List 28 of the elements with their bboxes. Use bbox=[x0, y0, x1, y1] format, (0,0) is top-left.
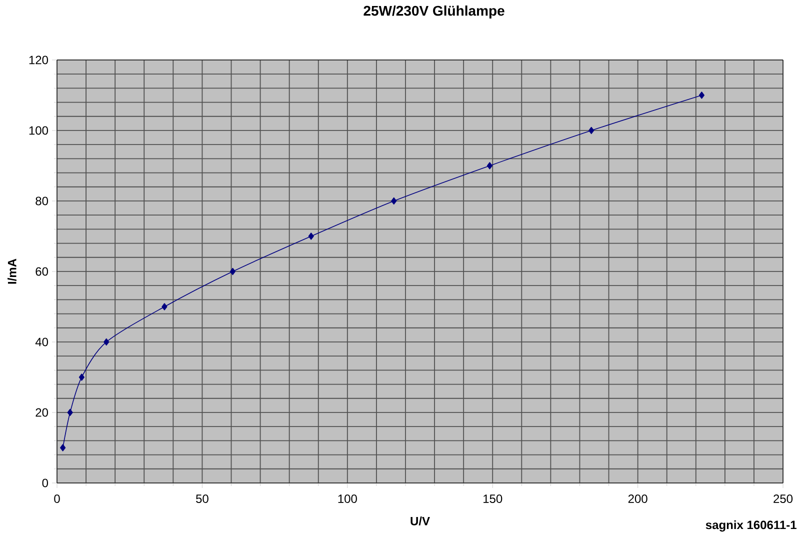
x-tick-label: 100 bbox=[338, 494, 357, 504]
x-tick-label: 50 bbox=[196, 494, 208, 504]
y-tick-label: 80 bbox=[36, 196, 48, 206]
y-tick-label: 120 bbox=[29, 56, 48, 64]
x-axis-title: U/V bbox=[410, 516, 430, 526]
point bbox=[104, 338, 110, 346]
text: sagnix 160611-1 bbox=[706, 520, 796, 532]
point bbox=[308, 232, 314, 240]
x-tick-label: 250 bbox=[774, 494, 793, 504]
point bbox=[78, 374, 84, 381]
x-tick-label: 200 bbox=[628, 494, 648, 504]
point bbox=[67, 408, 73, 416]
y-tick-label: 60 bbox=[36, 267, 48, 276]
point bbox=[60, 444, 66, 452]
point bbox=[486, 162, 493, 170]
point bbox=[162, 303, 168, 310]
point bbox=[698, 92, 704, 99]
point bbox=[391, 197, 397, 205]
y-tick-label: 40 bbox=[35, 338, 48, 346]
y-axis-title: I/mA bbox=[8, 258, 16, 284]
x-tick-label: 150 bbox=[484, 494, 502, 504]
point bbox=[230, 268, 236, 276]
chart-title: 25W/230V Glühlampe bbox=[364, 5, 504, 19]
y-tick-label: 20 bbox=[36, 408, 48, 417]
y-tick-label: 0 bbox=[42, 478, 48, 488]
point bbox=[588, 126, 594, 134]
y-tick-label: 100 bbox=[29, 126, 48, 135]
x-tick-label: 0 bbox=[54, 494, 60, 504]
